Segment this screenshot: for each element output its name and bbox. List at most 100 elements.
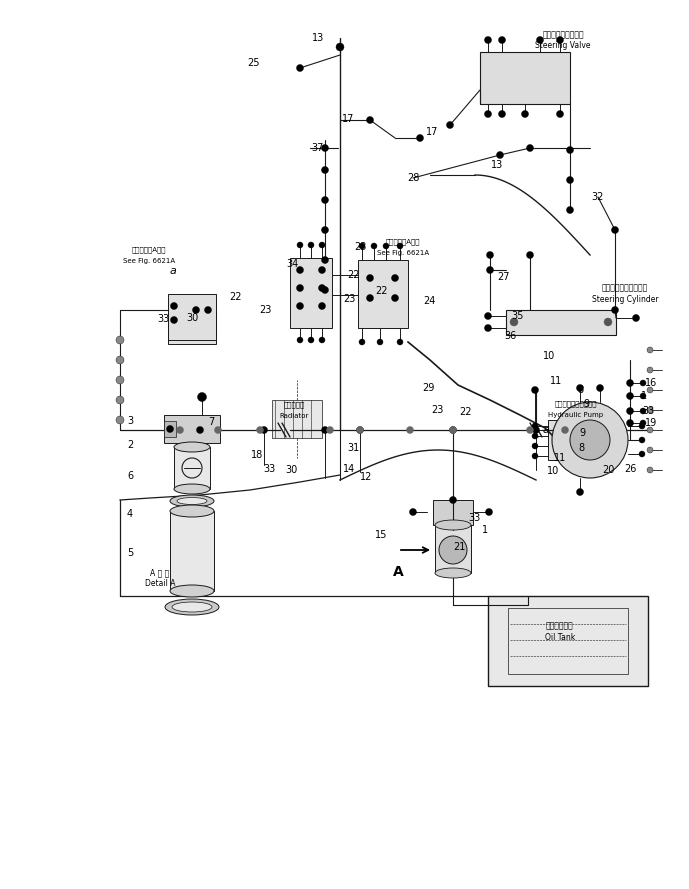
- Circle shape: [256, 427, 263, 434]
- Circle shape: [532, 423, 538, 429]
- Text: ラジエータ: ラジエータ: [283, 402, 305, 408]
- Text: ステアリングシリンダ: ステアリングシリンダ: [602, 284, 648, 292]
- Text: 11: 11: [550, 376, 562, 386]
- Circle shape: [557, 36, 564, 44]
- Circle shape: [639, 423, 645, 429]
- Text: 23: 23: [343, 294, 356, 304]
- Circle shape: [367, 116, 373, 124]
- Circle shape: [647, 447, 653, 453]
- Circle shape: [510, 318, 518, 326]
- Circle shape: [297, 337, 303, 343]
- Text: 2: 2: [127, 440, 133, 450]
- Circle shape: [397, 339, 403, 345]
- Circle shape: [318, 267, 325, 274]
- Text: 13: 13: [312, 33, 324, 43]
- Text: 18: 18: [251, 450, 263, 460]
- Circle shape: [639, 437, 645, 443]
- Circle shape: [532, 433, 538, 439]
- Text: Oil Tank: Oil Tank: [545, 632, 575, 642]
- Circle shape: [371, 243, 377, 249]
- Circle shape: [322, 427, 329, 434]
- Text: 4: 4: [127, 509, 133, 519]
- Circle shape: [526, 252, 533, 259]
- Ellipse shape: [165, 599, 219, 615]
- Text: Detail A: Detail A: [145, 580, 175, 589]
- Circle shape: [626, 380, 633, 387]
- Text: 8: 8: [578, 443, 584, 453]
- Circle shape: [533, 427, 539, 434]
- Bar: [435, 525, 471, 573]
- Circle shape: [116, 376, 124, 384]
- Text: 10: 10: [547, 466, 559, 476]
- Circle shape: [526, 427, 533, 434]
- Text: 12: 12: [360, 472, 372, 482]
- Circle shape: [640, 408, 646, 414]
- Circle shape: [484, 324, 491, 332]
- Bar: [164, 421, 176, 437]
- Bar: [548, 420, 568, 460]
- Text: ステアリングバルブ: ステアリングバルブ: [542, 30, 584, 39]
- Text: 23: 23: [431, 405, 443, 415]
- Circle shape: [640, 393, 646, 399]
- Circle shape: [416, 134, 424, 141]
- Bar: [508, 608, 628, 674]
- Bar: [272, 400, 322, 438]
- Circle shape: [116, 336, 124, 344]
- Circle shape: [531, 387, 539, 394]
- Circle shape: [367, 294, 373, 301]
- Circle shape: [322, 257, 329, 263]
- Text: 22: 22: [229, 292, 243, 302]
- Circle shape: [647, 387, 653, 393]
- Bar: [480, 52, 570, 104]
- Circle shape: [318, 302, 325, 309]
- Circle shape: [116, 396, 124, 404]
- Circle shape: [356, 427, 364, 434]
- Circle shape: [297, 242, 303, 248]
- Text: Hydraulic Pump: Hydraulic Pump: [548, 412, 604, 418]
- Circle shape: [319, 242, 325, 248]
- Bar: [488, 596, 648, 686]
- Circle shape: [522, 110, 528, 117]
- Circle shape: [647, 427, 653, 433]
- Circle shape: [170, 302, 178, 309]
- Text: 20: 20: [601, 465, 614, 475]
- Text: 26: 26: [624, 464, 636, 474]
- Circle shape: [449, 427, 457, 434]
- Circle shape: [552, 402, 628, 478]
- Circle shape: [391, 294, 398, 301]
- Circle shape: [557, 110, 564, 117]
- Circle shape: [296, 65, 303, 71]
- Circle shape: [214, 427, 221, 434]
- Circle shape: [116, 356, 124, 364]
- Circle shape: [322, 227, 329, 234]
- Text: 35: 35: [511, 311, 523, 321]
- Circle shape: [647, 467, 653, 473]
- Text: a: a: [169, 266, 176, 276]
- Ellipse shape: [435, 568, 471, 578]
- Circle shape: [566, 177, 573, 183]
- Circle shape: [604, 318, 612, 326]
- Text: 33: 33: [468, 513, 480, 523]
- Text: ハイドロリックポンプ: ハイドロリックポンプ: [555, 401, 597, 407]
- Circle shape: [439, 536, 467, 564]
- Text: See Fig. 6621A: See Fig. 6621A: [377, 250, 429, 256]
- Circle shape: [359, 339, 365, 345]
- Text: 22: 22: [460, 407, 472, 417]
- Circle shape: [532, 453, 538, 459]
- Circle shape: [577, 385, 584, 391]
- Text: 29: 29: [422, 383, 434, 393]
- Circle shape: [449, 427, 457, 434]
- Circle shape: [116, 416, 124, 424]
- Circle shape: [647, 367, 653, 373]
- Text: 32: 32: [592, 192, 604, 202]
- Circle shape: [497, 151, 504, 158]
- Circle shape: [626, 420, 633, 427]
- Text: 3: 3: [127, 416, 133, 426]
- Circle shape: [192, 307, 200, 314]
- Circle shape: [633, 315, 639, 322]
- Ellipse shape: [174, 484, 210, 494]
- Circle shape: [570, 420, 610, 460]
- Circle shape: [176, 427, 183, 434]
- Circle shape: [397, 243, 403, 249]
- Circle shape: [356, 427, 364, 434]
